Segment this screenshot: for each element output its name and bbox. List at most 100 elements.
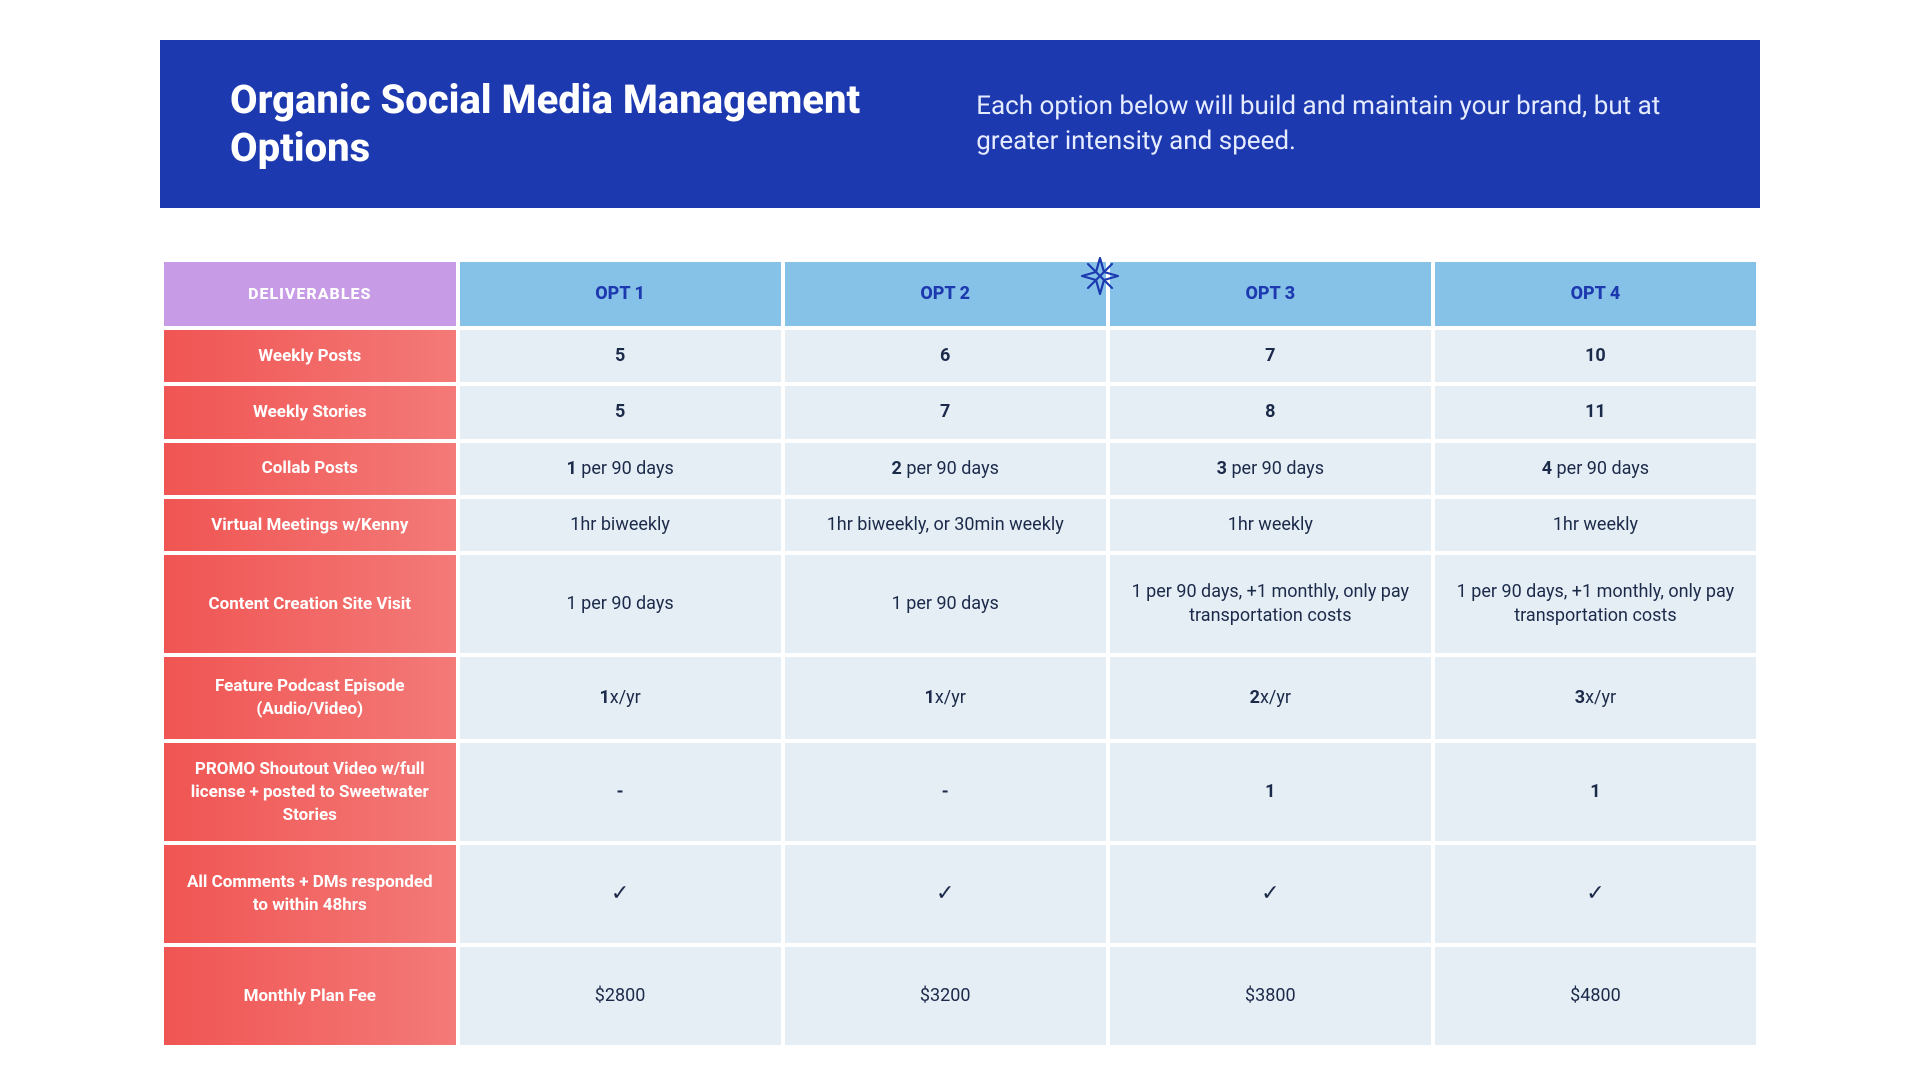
row-label: Feature Podcast Episode (Audio/Video) (164, 657, 456, 739)
cell: 3 per 90 days (1110, 443, 1431, 495)
table-row: Collab Posts1 per 90 days2 per 90 days3 … (164, 443, 1756, 495)
cell: 1 per 90 days, +1 monthly, only pay tran… (1110, 555, 1431, 653)
cell: 2x/yr (1110, 657, 1431, 739)
header-opt-3: OPT 3 (1110, 262, 1431, 326)
cell-bold: 6 (940, 345, 950, 366)
cell-text: 1 per 90 days (892, 593, 999, 614)
table-row: Content Creation Site Visit 1 per 90 days… (164, 555, 1756, 653)
cell: 7 (1110, 330, 1431, 382)
table-row: Weekly Posts56710 (164, 330, 1756, 382)
cell-text: $2800 (595, 985, 646, 1006)
cell: 1hr weekly (1110, 499, 1431, 551)
cell: 8 (1110, 386, 1431, 438)
cell: $3200 (785, 947, 1106, 1045)
table-row: Weekly Stories 5 7 8 11 (164, 386, 1756, 438)
cell-text: x/yr (1585, 687, 1616, 708)
cell-bold: 7 (1265, 345, 1275, 366)
cell-bold: 1 (566, 458, 576, 479)
cell: 1 per 90 days (785, 555, 1106, 653)
cell-text: 1hr biweekly, or 30min weekly (827, 514, 1064, 535)
cell: 10 (1435, 330, 1756, 382)
cell: - (785, 743, 1106, 841)
cell-bold: 8 (1265, 401, 1275, 422)
cell-bold: 5 (615, 345, 625, 366)
pricing-table: DELIVERABLES OPT 1 OPT 2 OPT 3 OPT 4 Wee… (160, 258, 1760, 1049)
cell: 1 per 90 days (460, 555, 781, 653)
cell: 1 (1110, 743, 1431, 841)
header-opt-1: OPT 1 (460, 262, 781, 326)
cell-text: per 90 days (577, 458, 674, 479)
row-label: Virtual Meetings w/Kenny (164, 499, 456, 551)
cell: 7 (785, 386, 1106, 438)
cell: 5 (460, 386, 781, 438)
cell: ✓ (785, 845, 1106, 943)
row-label: Weekly Stories (164, 386, 456, 438)
cell: - (460, 743, 781, 841)
cell-text: 1hr biweekly (570, 514, 670, 535)
cell-bold: 1 (925, 687, 935, 708)
cell: 6 (785, 330, 1106, 382)
cell-text: per 90 days (902, 458, 999, 479)
check-icon: ✓ (936, 881, 954, 906)
pricing-table-wrapper: DELIVERABLES OPT 1 OPT 2 OPT 3 OPT 4 Wee… (160, 258, 1760, 1049)
table-row: Monthly Plan Fee $2800 $3200 $3800 $4800 (164, 947, 1756, 1045)
cell: 5 (460, 330, 781, 382)
cell-bold: 2 (1250, 687, 1260, 708)
header-opt-4: OPT 4 (1435, 262, 1756, 326)
cell-text: 1hr weekly (1553, 514, 1638, 535)
cell-text: 1 per 90 days (567, 593, 674, 614)
cell-bold: - (942, 781, 949, 802)
cell-text: per 90 days (1552, 458, 1649, 479)
cell: 1x/yr (785, 657, 1106, 739)
row-label: Content Creation Site Visit (164, 555, 456, 653)
cell-bold: - (617, 781, 624, 802)
cell: 1 per 90 days (460, 443, 781, 495)
cell-text: x/yr (935, 687, 966, 708)
cell-bold: 1 (599, 687, 609, 708)
table-row: All Comments + DMs responded to within 4… (164, 845, 1756, 943)
cell-bold: 5 (615, 401, 625, 422)
cell: 3x/yr (1435, 657, 1756, 739)
cell-bold: 10 (1585, 345, 1606, 366)
cell-bold: 1 (1265, 781, 1275, 802)
banner-subtitle: Each option below will build and maintai… (976, 89, 1690, 159)
table-head: DELIVERABLES OPT 1 OPT 2 OPT 3 OPT 4 (164, 262, 1756, 326)
table-row: PROMO Shoutout Video w/full license + po… (164, 743, 1756, 841)
header-row: DELIVERABLES OPT 1 OPT 2 OPT 3 OPT 4 (164, 262, 1756, 326)
banner: Organic Social Media Management Options … (160, 40, 1760, 208)
cell-bold: 1 (1590, 781, 1600, 802)
cell: 11 (1435, 386, 1756, 438)
cell: 4 per 90 days (1435, 443, 1756, 495)
page: Organic Social Media Management Options … (0, 0, 1920, 1089)
row-label: Collab Posts (164, 443, 456, 495)
cell: ✓ (1110, 845, 1431, 943)
row-label: Monthly Plan Fee (164, 947, 456, 1045)
check-icon: ✓ (611, 881, 629, 906)
cell: $2800 (460, 947, 781, 1045)
banner-title: Organic Social Media Management Options (230, 76, 916, 172)
cell-bold: 11 (1585, 401, 1606, 422)
cell-bold: 2 (892, 458, 902, 479)
cell-text: $3800 (1245, 985, 1296, 1006)
row-label: All Comments + DMs responded to within 4… (164, 845, 456, 943)
table-row: Virtual Meetings w/Kenny 1hr biweekly 1hr … (164, 499, 1756, 551)
cell-bold: 7 (940, 401, 950, 422)
cell: 1hr biweekly, or 30min weekly (785, 499, 1106, 551)
cell-text: 1 per 90 days, +1 monthly, only pay tran… (1132, 581, 1410, 626)
cell: 1hr weekly (1435, 499, 1756, 551)
header-opt-2: OPT 2 (785, 262, 1106, 326)
cell: 2 per 90 days (785, 443, 1106, 495)
table-row: Feature Podcast Episode (Audio/Video)1x/… (164, 657, 1756, 739)
header-deliverables: DELIVERABLES (164, 262, 456, 326)
check-icon: ✓ (1586, 881, 1604, 906)
cell-text: $3200 (920, 985, 971, 1006)
check-icon: ✓ (1261, 881, 1279, 906)
cell: 1 (1435, 743, 1756, 841)
cell-bold: 3 (1217, 458, 1227, 479)
cell: 1 per 90 days, +1 monthly, only pay tran… (1435, 555, 1756, 653)
cell-text: x/yr (610, 687, 641, 708)
cell: $3800 (1110, 947, 1431, 1045)
cell-text: per 90 days (1227, 458, 1324, 479)
cell: $4800 (1435, 947, 1756, 1045)
cell-text: $4800 (1570, 985, 1621, 1006)
